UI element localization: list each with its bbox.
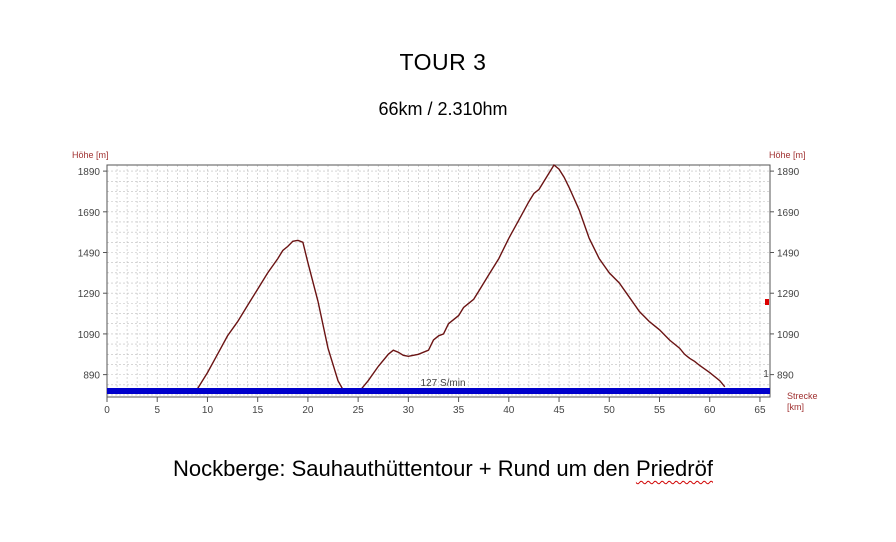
- x-axis-title-line1: Strecke: [787, 391, 818, 401]
- caption-flagged-word: Priedröf: [635, 456, 713, 481]
- x-tick-label: 0: [104, 405, 110, 416]
- page-title: TOUR 3: [399, 49, 487, 75]
- y-axis-title-left: Höhe [m]: [72, 150, 109, 160]
- x-tick-label: 5: [154, 405, 160, 416]
- y-tick-label-left: 1690: [78, 208, 101, 219]
- y-tick-label-left: 1290: [78, 289, 101, 300]
- x-tick-label: 55: [654, 405, 666, 416]
- tour-caption: Nockberge: Sauhauthüttentour + Rund um d…: [0, 456, 886, 482]
- y-axis-title-right: Höhe [m]: [769, 150, 806, 160]
- x-tick-label: 40: [503, 405, 515, 416]
- y-tick-label-right: 1490: [777, 249, 800, 260]
- y-tick-label-right: 890: [777, 371, 794, 382]
- y-tick-label-right: 1090: [777, 330, 800, 341]
- x-tick-label: 60: [704, 405, 716, 416]
- speed-band: [107, 388, 770, 394]
- x-tick-label: 25: [353, 405, 365, 416]
- x-tick-label: 15: [252, 405, 264, 416]
- elevation-profile-line: [106, 163, 726, 395]
- y-tick-label-right: 1690: [777, 208, 800, 219]
- y-tick-label-left: 1890: [78, 167, 101, 178]
- corner-label: 1: [763, 369, 769, 380]
- plot-frame: [106, 164, 771, 398]
- y-tick-label-right: 1290: [777, 289, 800, 300]
- x-tick-label: 45: [553, 405, 565, 416]
- x-tick-label: 20: [302, 405, 314, 416]
- chart-grid: [106, 165, 771, 397]
- x-tick-label: 35: [453, 405, 465, 416]
- y-tick-label-right: 1890: [777, 167, 800, 178]
- speed-band-label: 127 S/min: [420, 378, 465, 389]
- y-tick-label-left: 890: [83, 371, 100, 382]
- y-tick-label-left: 1090: [78, 330, 101, 341]
- position-marker: [765, 299, 769, 305]
- x-tick-label: 10: [202, 405, 214, 416]
- x-tick-label: 65: [754, 405, 766, 416]
- x-tick-label: 30: [403, 405, 415, 416]
- axis-ticks: 0 5 10 15 20 25 30 35 40 45 50 55 60 65 890 890 1090 1090…: [78, 167, 800, 416]
- caption-text: Nockberge: Sauhauthüttentour + Rund um d…: [173, 456, 636, 481]
- page-subtitle: 66km / 2.310hm: [378, 99, 508, 119]
- x-axis-title-line2: [km]: [787, 402, 804, 412]
- x-tick-label: 50: [604, 405, 616, 416]
- y-tick-label-left: 1490: [78, 249, 101, 260]
